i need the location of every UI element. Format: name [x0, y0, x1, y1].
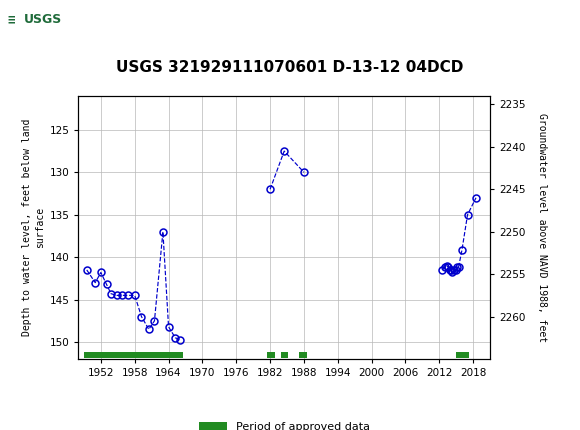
Text: USGS 321929111070601 D-13-12 04DCD: USGS 321929111070601 D-13-12 04DCD — [117, 60, 463, 74]
FancyBboxPatch shape — [5, 4, 95, 43]
Text: ≡: ≡ — [7, 13, 14, 26]
Legend: Period of approved data: Period of approved data — [199, 422, 369, 430]
Y-axis label: Groundwater level above NAVD 1988, feet: Groundwater level above NAVD 1988, feet — [536, 113, 547, 342]
Y-axis label: Depth to water level, feet below land
surface: Depth to water level, feet below land su… — [22, 119, 45, 336]
Text: USGS: USGS — [24, 13, 63, 26]
